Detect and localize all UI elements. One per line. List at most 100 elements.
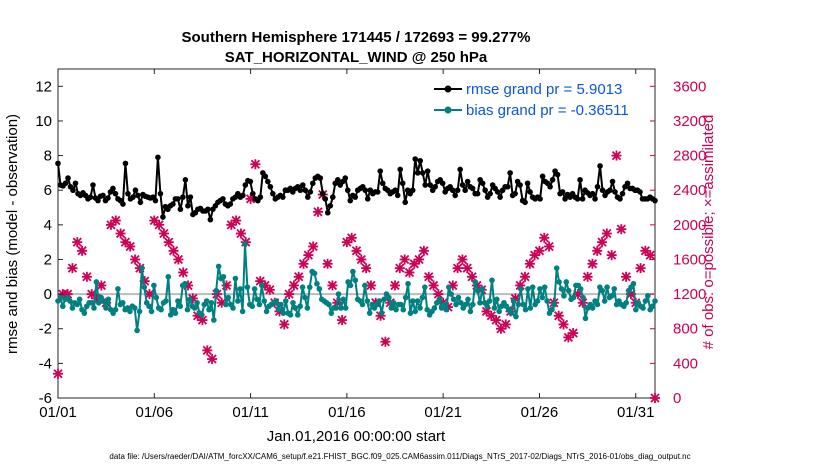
obs-marker xyxy=(221,280,232,291)
bias-point xyxy=(206,306,212,313)
rmse-point xyxy=(65,175,71,181)
rmse-point xyxy=(652,197,658,204)
rmse-point xyxy=(419,170,426,176)
obs-marker xyxy=(279,319,290,330)
rmse-point xyxy=(394,192,401,199)
bias-series xyxy=(55,241,658,334)
bias-point xyxy=(477,299,483,306)
obs-marker xyxy=(553,310,564,321)
rmse-point xyxy=(177,206,184,213)
rmse-point xyxy=(609,178,616,185)
rmse-point xyxy=(322,196,329,202)
rmse-point xyxy=(497,194,503,200)
bias-point xyxy=(386,294,392,301)
obs-marker xyxy=(303,250,314,261)
rmse-point xyxy=(474,190,481,197)
left-tick-label: 10 xyxy=(35,113,52,130)
obs-marker xyxy=(399,254,410,265)
obs-marker xyxy=(606,250,617,261)
rmse-point xyxy=(70,187,76,194)
obs-marker xyxy=(337,315,348,326)
bias-point xyxy=(570,294,577,301)
obs-marker xyxy=(231,215,242,226)
rmse-point xyxy=(459,182,466,188)
left-tick-label: 6 xyxy=(44,182,52,199)
obs-marker xyxy=(288,280,299,291)
obs-marker xyxy=(115,228,126,239)
bias-point xyxy=(163,298,169,304)
obs-marker xyxy=(423,271,434,282)
rmse-point xyxy=(547,183,553,190)
left-tick-label: 0 xyxy=(44,286,52,303)
legend-rmse-label: rmse grand pr = 5.9013 xyxy=(466,81,622,98)
rmse-point xyxy=(589,190,596,197)
bias-point xyxy=(287,312,294,318)
rmse-series xyxy=(55,154,658,223)
bias-point xyxy=(561,293,567,299)
bias-point xyxy=(424,306,431,313)
rmse-point xyxy=(270,190,276,197)
bias-point xyxy=(525,286,531,292)
obs-marker xyxy=(520,271,531,282)
rmse-point xyxy=(479,180,486,187)
obs-marker xyxy=(298,258,309,269)
rmse-point xyxy=(594,183,601,190)
rmse-point xyxy=(187,194,194,200)
rmse-point xyxy=(517,182,523,188)
obs-marker xyxy=(635,263,646,274)
bias-point xyxy=(553,265,560,271)
bias-point xyxy=(76,296,83,303)
bias-line xyxy=(57,242,656,332)
rmse-point xyxy=(432,183,438,190)
obs-marker xyxy=(558,319,569,330)
rmse-point xyxy=(617,196,623,202)
right-tick-label: 400 xyxy=(673,355,698,372)
right-tick-label: 800 xyxy=(673,321,698,338)
rmse-point xyxy=(457,166,463,173)
bias-point xyxy=(649,303,656,310)
bias-point xyxy=(333,305,339,311)
bias-point xyxy=(489,277,495,284)
bias-point xyxy=(457,299,464,306)
bias-point xyxy=(431,305,438,311)
bias-point xyxy=(541,284,548,290)
obs-marker xyxy=(327,280,338,291)
rmse-point xyxy=(462,187,468,194)
bias-point xyxy=(645,293,651,299)
bias-point xyxy=(493,296,500,303)
bias-point xyxy=(448,291,455,297)
rmse-point xyxy=(537,196,543,202)
bias-point xyxy=(57,294,64,301)
bias-point xyxy=(455,294,462,301)
bias-point xyxy=(208,299,215,306)
rmse-point xyxy=(257,194,264,200)
rmse-point xyxy=(574,196,581,202)
rmse-point xyxy=(180,194,186,200)
left-axis-ticks: -6 -4 -2 0 2 4 6 8 10 12 xyxy=(35,78,63,407)
rmse-point xyxy=(242,182,249,188)
bias-point xyxy=(414,298,421,304)
rmse-point xyxy=(374,189,381,195)
bias-point xyxy=(582,315,589,322)
left-tick-label: 4 xyxy=(44,217,52,234)
obs-marker xyxy=(154,219,165,230)
bias-point xyxy=(359,301,366,308)
rmse-point xyxy=(262,173,269,180)
bias-point xyxy=(366,310,373,316)
rmse-point xyxy=(397,166,404,173)
rmse-point xyxy=(87,194,94,200)
rmse-point xyxy=(304,194,311,200)
bias-point xyxy=(278,301,284,308)
bias-point xyxy=(294,312,301,318)
bias-point xyxy=(254,296,260,303)
bias-point xyxy=(91,305,97,311)
bias-point xyxy=(249,303,256,310)
rmse-point xyxy=(220,196,226,202)
bias-point xyxy=(467,308,474,315)
bias-point xyxy=(177,303,184,310)
rmse-point xyxy=(449,187,456,194)
legend-rmse-marker xyxy=(444,85,452,93)
bias-point xyxy=(139,265,145,271)
rmse-point xyxy=(72,180,79,187)
rmse-point xyxy=(55,160,61,167)
